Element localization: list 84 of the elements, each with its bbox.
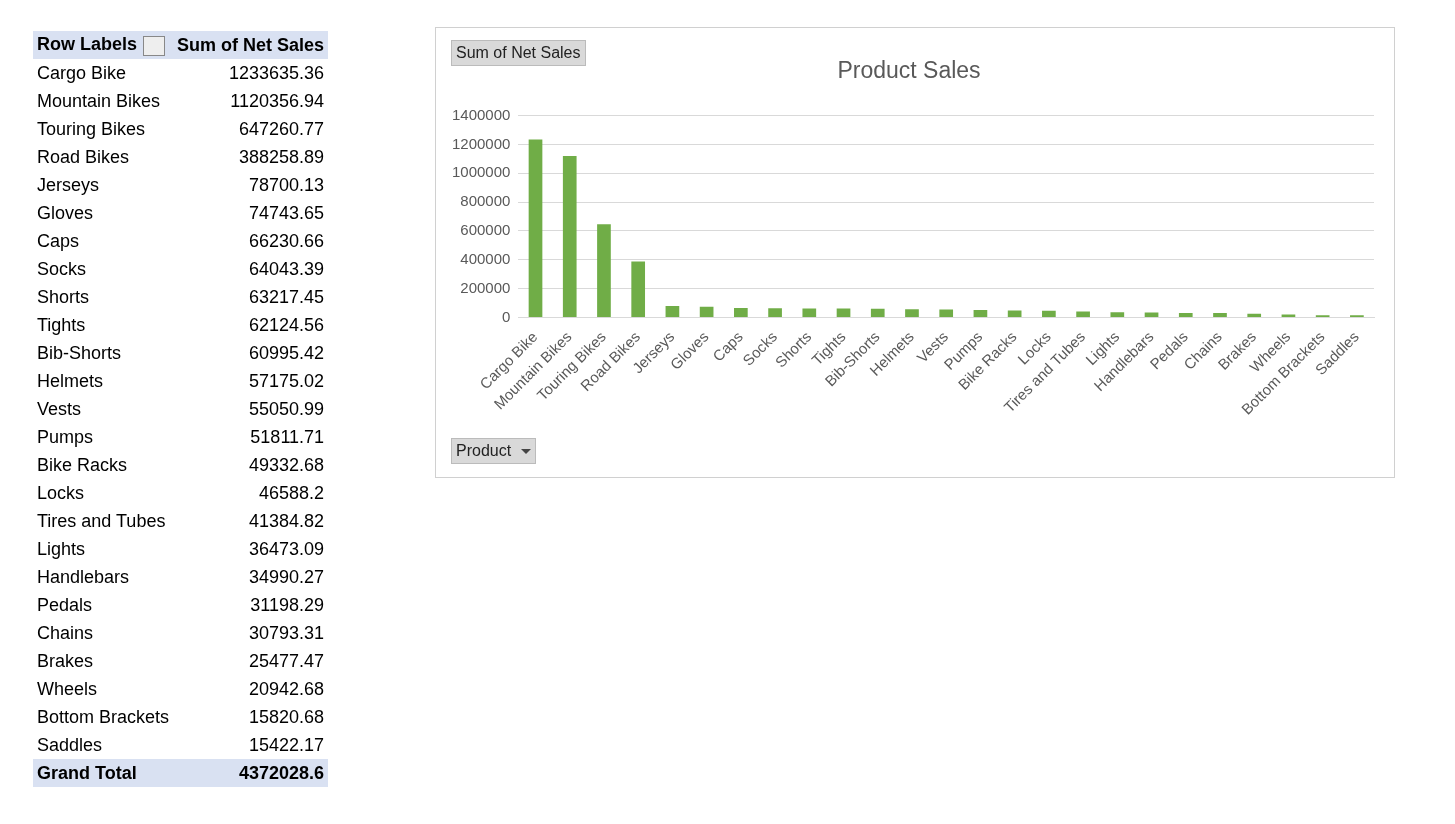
y-tick-label: 800000 — [460, 192, 511, 210]
text: 41384.82 — [248, 509, 326, 533]
bar — [631, 261, 646, 317]
text: 1120356.94 — [229, 89, 326, 113]
text: Gloves — [36, 201, 95, 225]
text: Mountain Bikes — [36, 89, 162, 113]
text: 66230.66 — [248, 229, 326, 253]
bar — [973, 309, 988, 317]
bar — [905, 309, 919, 317]
text: Chains — [36, 621, 95, 645]
text: 31198.29 — [249, 593, 326, 617]
text: 57175.02 — [248, 369, 326, 393]
bar — [1178, 312, 1193, 317]
text: 49332.68 — [248, 453, 326, 477]
bar — [665, 306, 680, 317]
text: Saddles — [36, 733, 104, 757]
text: Bottom Brackets — [36, 705, 171, 729]
bar — [734, 307, 748, 317]
y-tick-label: 1400000 — [451, 105, 511, 123]
text: 60995.42 — [248, 341, 326, 365]
text: Pumps — [36, 425, 95, 449]
bar — [836, 308, 851, 317]
bar — [562, 155, 577, 317]
text: 55050.99 — [248, 397, 326, 421]
text: Grand Total — [33, 759, 174, 787]
text: 30793.31 — [248, 621, 326, 645]
y-tick-label: 1200000 — [451, 134, 511, 152]
text: 63217.45 — [248, 285, 326, 309]
y-tick-label: 400000 — [460, 249, 511, 267]
text: Wheels — [36, 677, 99, 701]
text: Caps — [36, 229, 81, 253]
text: 74743.65 — [248, 201, 326, 225]
text: 20942.68 — [248, 677, 326, 701]
bar — [699, 306, 714, 317]
bar — [802, 308, 817, 317]
text: Pedals — [36, 593, 94, 617]
text: 51811.71 — [249, 425, 326, 449]
y-axis-title: Sum of Net Sales — [451, 40, 586, 66]
text: Lights — [36, 537, 87, 561]
text: Cargo Bike — [36, 61, 128, 85]
text: Handlebars — [36, 565, 131, 589]
text: 15820.68 — [248, 705, 326, 729]
text: 62124.56 — [248, 313, 326, 337]
text: Sum of Net Sales — [173, 31, 329, 59]
bar — [1110, 312, 1125, 317]
y-tick-label: 1000000 — [451, 163, 511, 181]
text: Row Labels — [33, 31, 174, 59]
text: 1233635.36 — [228, 61, 326, 85]
bar — [1144, 312, 1159, 317]
text: Road Bikes — [36, 145, 131, 169]
bar — [1042, 310, 1056, 317]
text: 46588.2 — [258, 481, 326, 505]
text: Jerseys — [36, 173, 100, 197]
bar — [1007, 310, 1022, 317]
bar — [597, 224, 611, 317]
bar — [1247, 313, 1262, 317]
text: 36473.09 — [248, 537, 326, 561]
y-tick-label: 0 — [502, 307, 511, 325]
text: 34990.27 — [248, 565, 326, 589]
text: Bike Racks — [36, 453, 129, 477]
text: 25477.47 — [248, 649, 326, 673]
text: 15422.17 — [248, 733, 326, 757]
bar — [939, 309, 954, 317]
text: 388258.89 — [238, 145, 326, 169]
bar — [1213, 312, 1227, 317]
bar — [768, 308, 782, 317]
text: Touring Bikes — [36, 117, 147, 141]
text: 647260.77 — [238, 117, 326, 141]
text: Tires and Tubes — [36, 509, 167, 533]
y-tick-label: 600000 — [460, 221, 511, 239]
chart-title: Product Sales — [837, 57, 981, 84]
x-axis-title: Product — [451, 438, 537, 464]
y-tick-label: 200000 — [460, 278, 511, 296]
text: Brakes — [36, 649, 95, 673]
bar — [1281, 314, 1296, 317]
text: Socks — [36, 257, 88, 281]
text: Shorts — [36, 285, 91, 309]
bar — [870, 308, 885, 317]
bar — [528, 139, 543, 317]
text: 64043.39 — [248, 257, 326, 281]
text: 4372028.6 — [173, 759, 329, 787]
bar — [1076, 311, 1090, 317]
text: Locks — [36, 481, 86, 505]
text: 78700.13 — [248, 173, 326, 197]
